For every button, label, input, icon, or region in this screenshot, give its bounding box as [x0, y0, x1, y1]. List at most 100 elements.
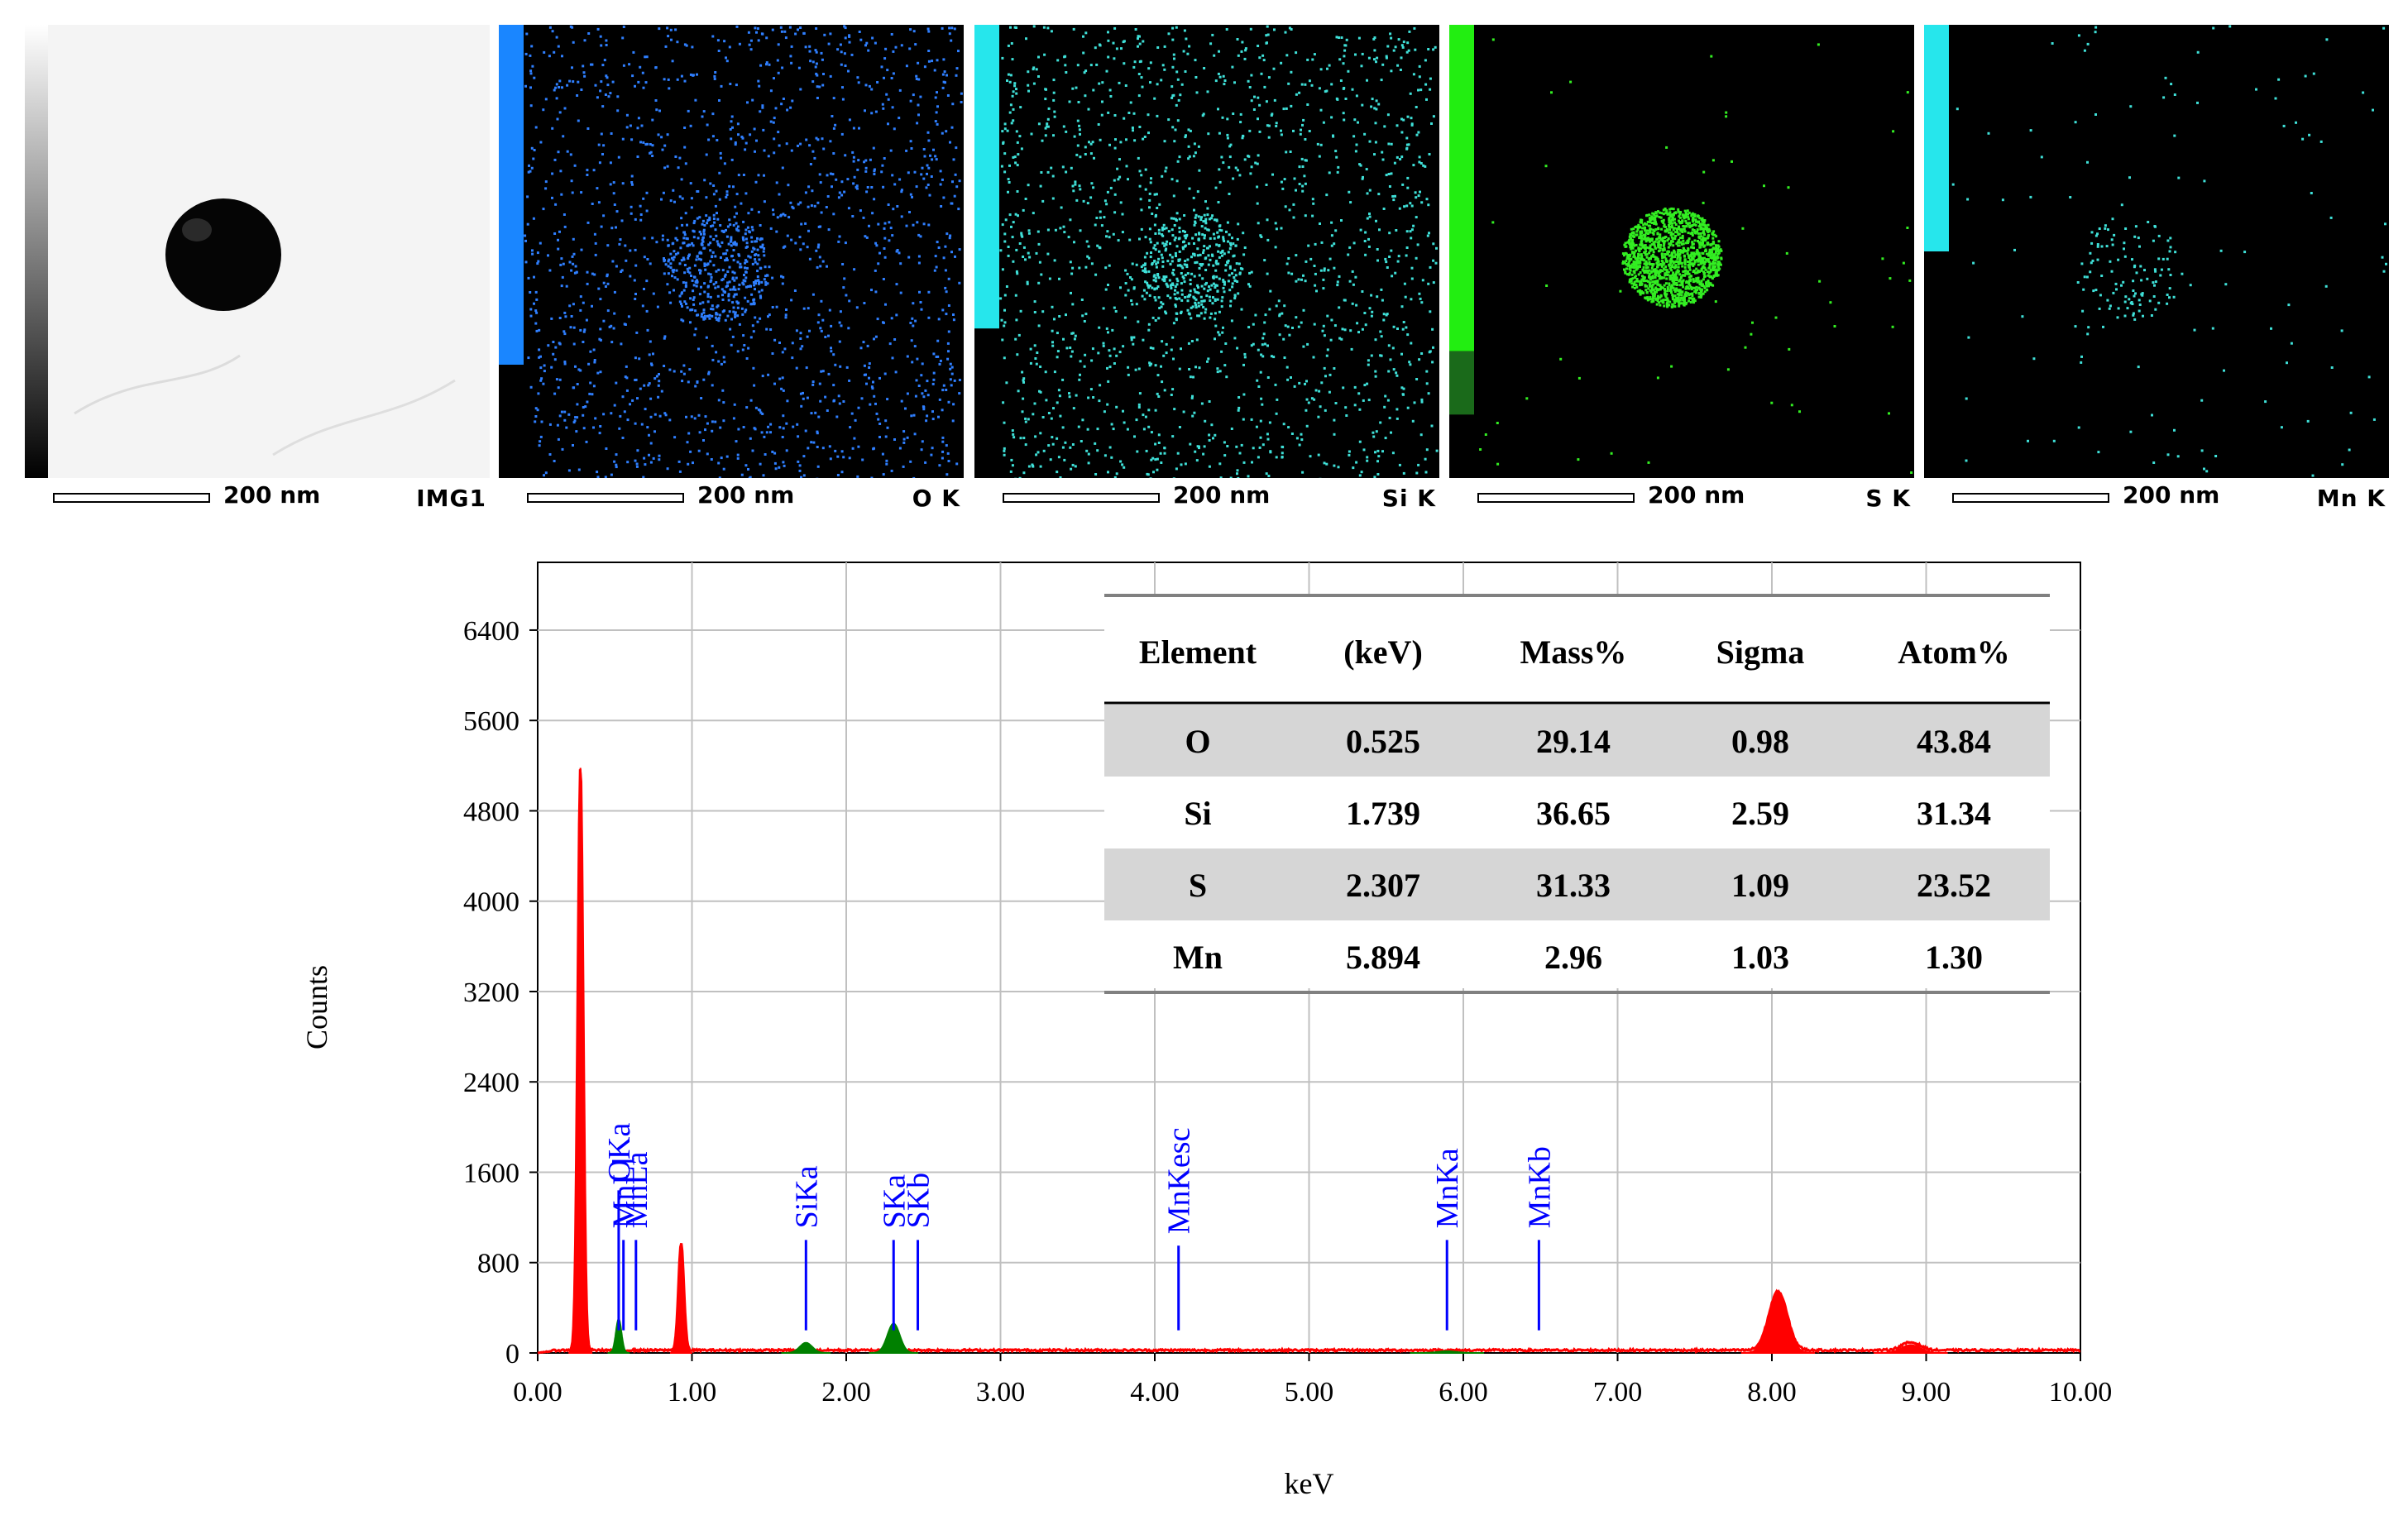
table-cell: 0.525	[1346, 723, 1420, 760]
table-cell: 2.59	[1731, 795, 1789, 832]
x-tick-label: 8.00	[1747, 1377, 1797, 1408]
map-label: Mn K	[2316, 485, 2386, 512]
marker-label: OKa	[602, 1123, 637, 1183]
quant-table: Element (keV) Mass% Sigma Atom% O 0.525 29.14 0.…	[1104, 594, 2050, 994]
table-cell: 5.894	[1346, 939, 1420, 976]
scale-bar-label: 200 nm	[223, 481, 321, 509]
spectrum-peak	[568, 767, 593, 1354]
x-tick-label: 0.00	[513, 1377, 563, 1408]
dot-map	[1479, 38, 1913, 474]
y-tick-label: 0	[505, 1339, 519, 1369]
marker-label: SKa	[877, 1174, 912, 1229]
table-header-cell: Mass%	[1520, 633, 1627, 671]
table-cell: 2.96	[1544, 939, 1602, 976]
image-texture	[74, 354, 241, 415]
table-header-cell: Atom%	[1898, 633, 2010, 671]
y-tick-label: 3200	[463, 977, 519, 1008]
table-cell: O	[1185, 723, 1210, 760]
scale-bar-label: 200 nm	[697, 481, 795, 509]
table-cell: 23.52	[1917, 867, 1991, 904]
dot-map	[999, 25, 1439, 478]
spectrum-peak	[1740, 1293, 1816, 1354]
scale-bar	[1952, 493, 2109, 503]
table-cell: 29.14	[1536, 723, 1611, 760]
marker-label: SiKa	[789, 1165, 824, 1228]
x-tick-label: 1.00	[668, 1377, 717, 1408]
y-tick-label: 1600	[463, 1158, 519, 1188]
table-cell: 31.34	[1917, 795, 1991, 832]
y-axis-label: Counts	[300, 965, 333, 1049]
scale-bar	[1477, 493, 1635, 503]
grayscale-bar	[25, 25, 48, 478]
marker-label: MnKesc	[1162, 1128, 1197, 1235]
spectrum-peak	[1410, 1350, 1484, 1354]
map-image-mn	[1924, 25, 2387, 477]
table-header-cell: (keV)	[1343, 633, 1423, 671]
marker-label: MnKa	[1430, 1148, 1465, 1228]
map-caption-o: 200 nm O K	[499, 478, 972, 521]
marker-label: MnLa	[620, 1151, 654, 1228]
intensity-bar	[1449, 25, 1474, 351]
table-cell: 0.98	[1731, 723, 1789, 760]
map-label: Si K	[1381, 485, 1436, 512]
table-cell: 1.03	[1731, 939, 1789, 976]
table-cell: 36.65	[1536, 795, 1611, 832]
table-cell: 1.30	[1925, 939, 1983, 976]
intensity-bar-lower	[1449, 351, 1474, 415]
eds-spectrum-chart: 0.00 1.00 2.00 3.00 4.00 5.00 6.00 7.00 8.00 9.00…	[300, 562, 2113, 1500]
x-tick-label: 5.00	[1285, 1377, 1334, 1408]
x-tick-label: 7.00	[1593, 1377, 1643, 1408]
marker-label: MnLl	[607, 1157, 642, 1229]
table-background	[1104, 595, 2050, 988]
table-row-band	[1104, 705, 2050, 777]
table-cell: Mn	[1173, 939, 1223, 976]
x-axis-label: keV	[1285, 1467, 1334, 1500]
map-label: IMG1	[416, 485, 486, 512]
table-cell: S	[1189, 867, 1207, 904]
spectrum-peak	[1874, 1344, 1948, 1354]
dot-map	[524, 25, 963, 478]
y-tick-label: 800	[477, 1249, 519, 1279]
intensity-bar	[1924, 25, 1949, 251]
x-tick-label: 2.00	[821, 1377, 871, 1408]
table-cell: 43.84	[1917, 723, 1991, 760]
table-cell: 2.307	[1346, 867, 1420, 904]
scale-bar	[527, 493, 684, 503]
marker-label: MnKb	[1522, 1146, 1557, 1228]
map-panel-o	[499, 25, 964, 478]
table-cell: Si	[1184, 795, 1211, 832]
particle-highlight	[182, 218, 212, 241]
intensity-bar	[974, 25, 999, 329]
image-texture	[272, 379, 456, 456]
particle	[165, 198, 281, 311]
scale-bar	[53, 493, 210, 503]
map-caption-s: 200 nm S K	[1449, 478, 1922, 521]
dot-map	[1951, 25, 2387, 477]
eds-map-strip: 200 nm IMG1 200 nm O K 200 nm Si K 200 n…	[0, 0, 2408, 529]
table-cell: 31.33	[1536, 867, 1611, 904]
table-row-band	[1104, 848, 2050, 920]
y-tick-label: 2400	[463, 1068, 519, 1098]
x-tick-label: 6.00	[1439, 1377, 1488, 1408]
marker-label: SKb	[902, 1173, 936, 1229]
table-cell: 1.09	[1731, 867, 1789, 904]
map-image-img1	[25, 25, 490, 478]
scale-bar-label: 200 nm	[1173, 481, 1271, 509]
intensity-bar	[499, 25, 524, 365]
map-image-s	[1449, 25, 1913, 474]
map-panel-img1	[25, 25, 490, 478]
map-label: O K	[912, 485, 960, 512]
spectrum-peak	[669, 1243, 693, 1354]
y-tick-label: 5600	[463, 706, 519, 737]
map-caption-mn: 200 nm Mn K	[1924, 478, 2397, 521]
scale-bar	[1003, 493, 1160, 503]
map-label: S K	[1865, 485, 1911, 512]
spectrum-peak	[781, 1341, 831, 1354]
x-tick-label: 10.00	[2049, 1377, 2113, 1408]
map-image-o	[499, 25, 963, 478]
map-caption-img1: 200 nm IMG1	[25, 478, 498, 521]
x-tick-label: 4.00	[1130, 1377, 1180, 1408]
map-image-si	[974, 25, 1439, 478]
y-tick-label: 4800	[463, 796, 519, 827]
map-panel-s	[1449, 25, 1914, 478]
